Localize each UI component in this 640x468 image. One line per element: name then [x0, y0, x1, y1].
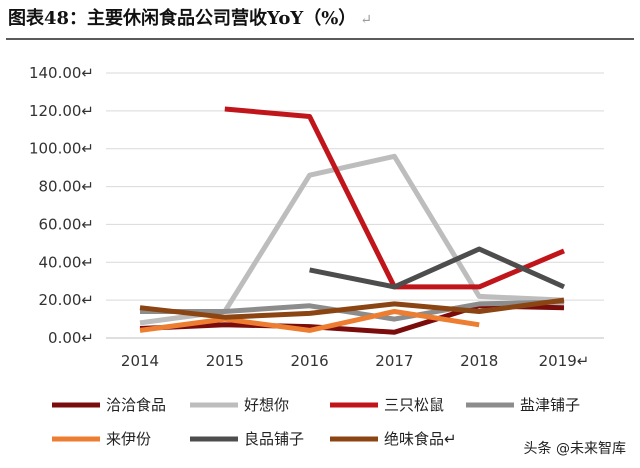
legend-label: 洽洽食品 [106, 396, 166, 414]
title-underline [6, 38, 634, 40]
watermark: 头条 @未来智库 [519, 436, 630, 460]
y-tick-label: 0.00↵ [48, 329, 94, 347]
x-tick-label: 2019↵ [539, 352, 590, 370]
series-line [139, 303, 565, 335]
x-tick-label: 2018 [460, 352, 498, 370]
series-line [224, 106, 565, 290]
return-mark-icon: ↵ [360, 12, 373, 28]
series-line [309, 246, 566, 290]
x-tick-label: 2015 [206, 352, 244, 370]
y-tick-label: 140.00↵ [29, 64, 94, 82]
x-tick-label: 2016 [291, 352, 329, 370]
legend-label: 来伊份 [106, 430, 151, 448]
y-axis-ticks: 0.00↵ 20.00↵ 40.00↵ 60.00↵ 80.00↵ 100.00↵ 120.… [29, 64, 94, 347]
y-tick-label: 120.00↵ [29, 102, 94, 120]
y-tick-label: 40.00↵ [38, 253, 94, 271]
series-line [139, 297, 565, 320]
series-line [139, 309, 480, 333]
x-tick-label: 2014 [121, 352, 159, 370]
series-line [140, 299, 565, 322]
x-tick-label: 2017 [375, 352, 413, 370]
series-lines [139, 106, 566, 335]
y-tick-label: 60.00↵ [38, 215, 94, 233]
chart-title: 图表48：主要休闲食品公司营收YoY（%） ↵ [8, 8, 373, 29]
legend-label: 绝味食品↵ [384, 430, 457, 448]
legend-label: 好想你 [244, 396, 289, 414]
y-tick-label: 100.00↵ [29, 140, 94, 158]
legend-label: 良品铺子 [244, 430, 304, 448]
legend-label: 盐津铺子 [520, 396, 580, 414]
x-axis-ticks: 2014 2015 2016 2017 2018 2019↵ [121, 352, 589, 370]
y-tick-label: 20.00↵ [38, 291, 94, 309]
y-tick-label: 80.00↵ [38, 178, 94, 196]
legend-label: 三只松鼠 [384, 396, 444, 414]
series-line [139, 153, 565, 326]
